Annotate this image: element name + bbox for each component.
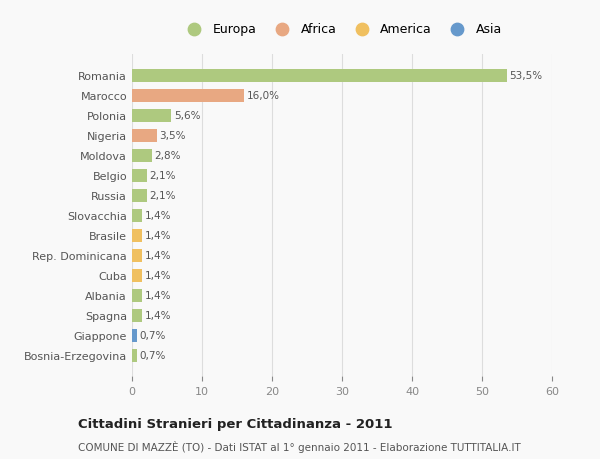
Text: 2,8%: 2,8% xyxy=(154,151,181,161)
Text: Cittadini Stranieri per Cittadinanza - 2011: Cittadini Stranieri per Cittadinanza - 2… xyxy=(78,417,392,430)
Text: 5,6%: 5,6% xyxy=(174,111,200,121)
Bar xyxy=(132,150,152,162)
Text: 3,5%: 3,5% xyxy=(160,131,186,141)
Text: 1,4%: 1,4% xyxy=(145,310,171,320)
Text: 1,4%: 1,4% xyxy=(145,251,171,261)
Bar xyxy=(132,110,171,123)
Bar xyxy=(132,209,142,222)
Bar xyxy=(132,229,142,242)
Bar xyxy=(132,189,146,202)
Text: 1,4%: 1,4% xyxy=(145,211,171,221)
Text: 0,7%: 0,7% xyxy=(140,330,166,340)
Text: 53,5%: 53,5% xyxy=(509,71,542,81)
Bar xyxy=(132,329,137,342)
Text: 16,0%: 16,0% xyxy=(247,91,280,101)
Bar xyxy=(132,70,506,83)
Bar xyxy=(132,169,146,182)
Text: COMUNE DI MAZZÈ (TO) - Dati ISTAT al 1° gennaio 2011 - Elaborazione TUTTITALIA.I: COMUNE DI MAZZÈ (TO) - Dati ISTAT al 1° … xyxy=(78,440,521,452)
Bar xyxy=(132,90,244,102)
Legend: Europa, Africa, America, Asia: Europa, Africa, America, Asia xyxy=(178,20,506,40)
Bar xyxy=(132,269,142,282)
Text: 1,4%: 1,4% xyxy=(145,291,171,301)
Text: 2,1%: 2,1% xyxy=(149,171,176,181)
Text: 2,1%: 2,1% xyxy=(149,191,176,201)
Bar xyxy=(132,249,142,262)
Bar xyxy=(132,129,157,142)
Bar xyxy=(132,309,142,322)
Text: 1,4%: 1,4% xyxy=(145,270,171,280)
Bar xyxy=(132,349,137,362)
Text: 1,4%: 1,4% xyxy=(145,231,171,241)
Text: 0,7%: 0,7% xyxy=(140,350,166,360)
Bar xyxy=(132,289,142,302)
